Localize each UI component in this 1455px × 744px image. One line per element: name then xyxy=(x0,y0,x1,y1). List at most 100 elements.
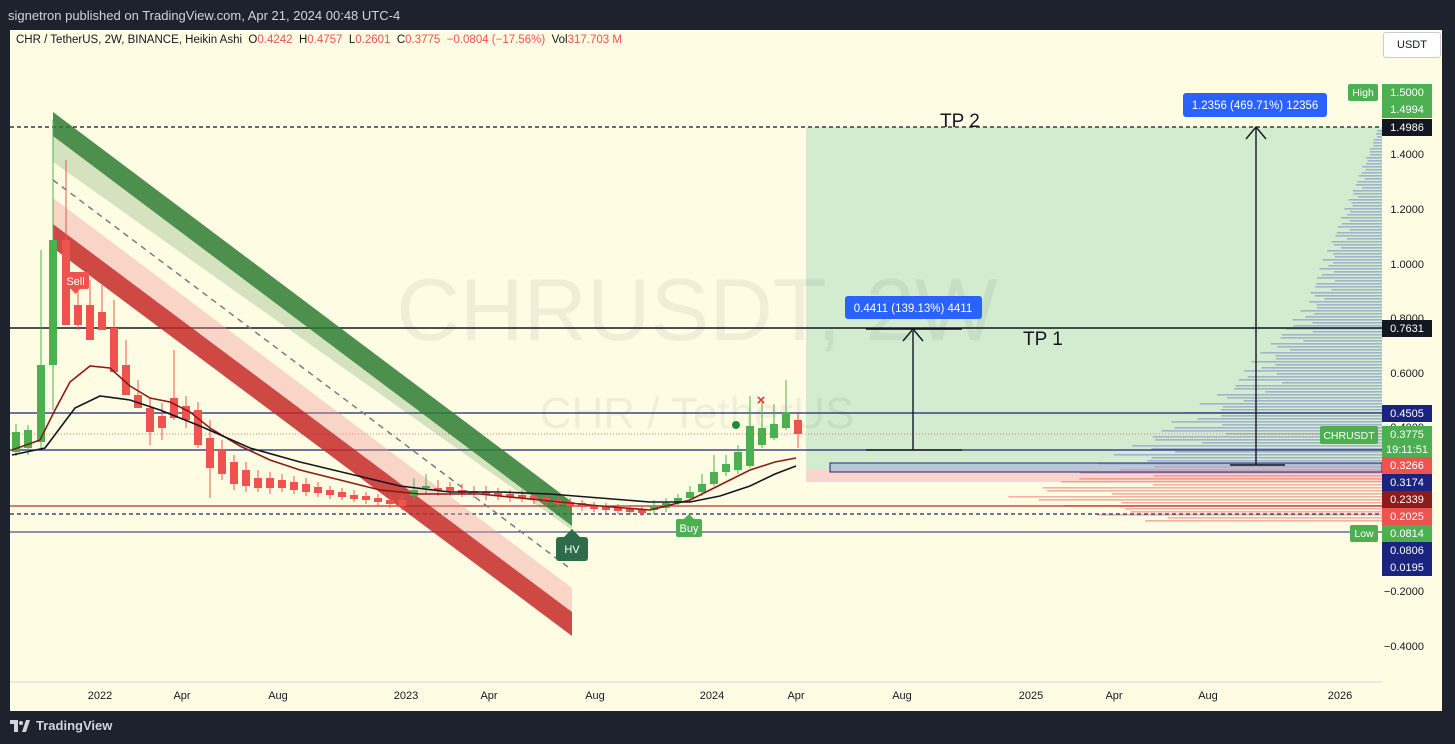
volume-profile-bar xyxy=(1276,373,1382,375)
candle-body xyxy=(254,478,262,488)
price-tag: 0.0806 xyxy=(1390,545,1424,557)
candle-body xyxy=(350,495,358,499)
volume-profile-bar xyxy=(1333,262,1382,264)
measure1-label-box xyxy=(845,296,982,319)
volume-profile-bar xyxy=(1275,358,1382,360)
measure2-label: 1.2356 (469.71%) 12356 xyxy=(1192,100,1319,112)
volume-profile-bar xyxy=(1151,448,1382,450)
volume-profile-bar xyxy=(1369,148,1382,150)
currency-button[interactable]: USDT xyxy=(1383,32,1441,58)
volume-profile-bar xyxy=(1322,274,1382,276)
volume-profile-bar xyxy=(1152,484,1382,486)
price-chart[interactable]: CHRUSDT, 2W CHR / TetherUS 0.44 xyxy=(10,30,1442,711)
volume-profile-bar xyxy=(1008,496,1382,498)
time-tick: Apr xyxy=(480,690,497,702)
volume-profile-bar xyxy=(1154,439,1382,441)
volume-profile-bar xyxy=(1323,259,1382,261)
volume-profile-bar xyxy=(1097,514,1382,516)
volume-profile-bar xyxy=(1038,499,1382,501)
legend-close: 0.3775 xyxy=(405,34,441,46)
price-tag-box xyxy=(1382,508,1432,525)
legend-low: 0.2601 xyxy=(355,34,391,46)
candle-body xyxy=(290,482,298,490)
volume-profile-bar xyxy=(1251,361,1382,363)
volume-profile-bar xyxy=(1334,256,1382,258)
volume-profile-bar xyxy=(1373,139,1382,141)
sell-signal: Sell xyxy=(66,276,84,288)
green-channel-shadow xyxy=(53,136,572,530)
price-tag-box xyxy=(1382,559,1432,576)
volume-profile-bar xyxy=(1293,325,1382,327)
price-tag: 0.3266 xyxy=(1390,460,1424,472)
volume-profile-bar xyxy=(1335,280,1382,282)
candle-body xyxy=(446,487,454,491)
volume-profile-bar xyxy=(1265,391,1382,393)
volume-profile-bar xyxy=(1282,382,1382,384)
volume-profile-bar xyxy=(1061,481,1382,483)
candle-body xyxy=(638,509,646,513)
volume-profile-bar xyxy=(1238,379,1382,381)
candle-body xyxy=(614,507,622,511)
volume-profile-bar xyxy=(1275,364,1382,366)
volume-profile-bar xyxy=(1327,250,1382,252)
legend-low-label: L xyxy=(348,34,356,46)
price-tag: 0.0195 xyxy=(1390,562,1424,574)
candle-body xyxy=(494,493,502,496)
measure1-label: 0.4411 (139.13%) 4411 xyxy=(854,303,973,315)
volume-profile-bar xyxy=(1220,409,1382,411)
volume-profile-bar xyxy=(1341,223,1382,225)
candle-body xyxy=(722,464,730,472)
hv-signal-box xyxy=(556,537,588,561)
candle-body xyxy=(530,496,538,500)
candle-body xyxy=(686,492,694,498)
volume-profile-bar xyxy=(1227,397,1382,399)
price-tag: 0.4505 xyxy=(1390,408,1424,420)
price-tick: 1.4000 xyxy=(1390,149,1424,161)
tradingview-logo[interactable]: TradingView xyxy=(10,718,112,733)
volume-profile-bar xyxy=(1197,418,1382,420)
volume-profile-bar xyxy=(1152,436,1382,438)
price-tag: 0.7631 xyxy=(1390,323,1424,335)
volume-profile-bar xyxy=(1292,319,1382,321)
volume-profile-bar xyxy=(1328,265,1382,267)
volume-profile-bar xyxy=(1310,292,1382,294)
volume-profile-bar xyxy=(1355,184,1382,186)
time-tick: Apr xyxy=(787,690,804,702)
volume-profile-bar xyxy=(1244,370,1382,372)
low-tag: 0.0814 xyxy=(1390,528,1424,540)
chart-frame[interactable]: CHRUSDT, 2W CHR / TetherUS 0.44 xyxy=(10,30,1442,711)
measure1-arrowhead xyxy=(902,327,924,342)
price-tag: 0.3174 xyxy=(1390,477,1424,489)
green-channel-band xyxy=(53,112,572,526)
volume-profile-bar xyxy=(1365,157,1382,159)
high-tag: 1.5000 xyxy=(1390,87,1424,99)
time-axis[interactable]: 2022 Apr Aug 2023 Apr Aug 2024 Apr Aug 2… xyxy=(88,690,1352,702)
red-channel-band xyxy=(53,224,572,636)
candle-body xyxy=(110,328,118,372)
price-tag: 1.4986 xyxy=(1390,122,1424,134)
volume-profile-bar xyxy=(1376,133,1382,135)
candle-body xyxy=(37,365,45,442)
candle-body xyxy=(602,506,610,510)
candle-body xyxy=(230,462,238,484)
volume-profile-bar xyxy=(1222,424,1382,426)
candle-body xyxy=(386,500,394,504)
volume-profile-bar xyxy=(1367,160,1382,162)
high-tag-box xyxy=(1382,84,1432,101)
volume-profile-bar xyxy=(1377,130,1382,132)
volume-profile-bar xyxy=(1261,367,1382,369)
volume-profile-bar xyxy=(1340,217,1382,219)
price-tick: 1.2000 xyxy=(1390,204,1424,216)
volume-profile-bar xyxy=(1336,232,1382,234)
volume-profile-bar xyxy=(1199,403,1382,405)
price-axis[interactable]: 1.4000 1.2000 1.0000 0.8000 0.6000 0.400… xyxy=(1320,84,1432,653)
symbol-legend[interactable]: CHR / TetherUS, 2W, BINANCE, Heikin Ashi… xyxy=(16,34,622,46)
cross-marker: × xyxy=(757,392,766,409)
volume-profile-bar xyxy=(1247,376,1382,378)
volume-profile-bar xyxy=(1312,322,1382,324)
green-dot-marker xyxy=(732,421,740,429)
buy-signal: Buy xyxy=(680,523,699,535)
volume-profile-bar xyxy=(1114,454,1382,456)
volume-profile-bar xyxy=(1270,343,1382,345)
volume-profile-bar xyxy=(1080,472,1382,474)
